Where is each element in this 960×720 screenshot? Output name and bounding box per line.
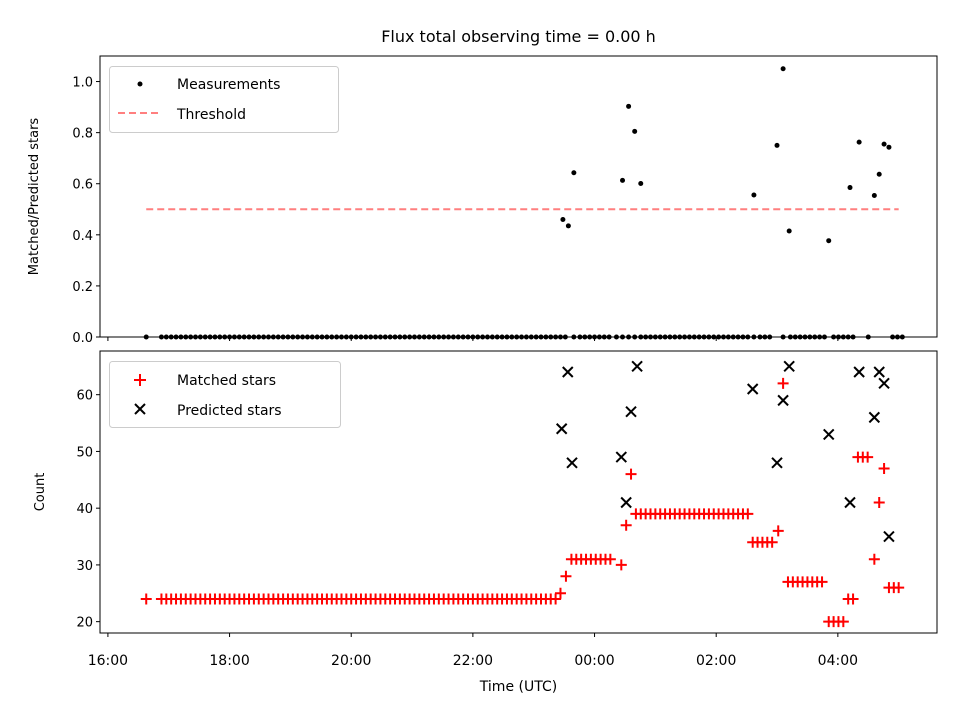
matched-star-point [766,536,778,548]
legend-matched-label: Matched stars [177,373,276,389]
matched-star-point [742,508,754,520]
legend-matched-marker [134,374,146,386]
matched-star-point [777,377,789,389]
xtick-label: 20:00 [331,653,371,669]
matched-star-point [893,582,905,594]
top-ytick-label: 0.8 [72,127,93,142]
top-legend-box [109,66,339,133]
xtick-label: 02:00 [696,653,736,669]
matched-star-point [140,593,152,605]
matched-star-point [868,553,880,565]
measurement-point [856,139,862,145]
top-axes-frame [99,55,938,338]
xtick-label: 22:00 [453,653,493,669]
bottom-ytick-label: 20 [76,616,93,631]
legend-threshold-label: Threshold [176,107,246,123]
measurement-point [560,216,566,222]
predicted-star-point [631,360,643,373]
chart-title: Flux total observing time = 0.00 h [381,27,656,46]
measurement-point [786,228,792,234]
matched-star-point [837,616,849,628]
predicted-star-point [771,457,783,469]
xtick-label: 16:00 [88,653,128,669]
matched-star-point [862,451,874,463]
legend-predicted-marker [134,403,146,415]
count-panel: 20 30 40 50 60 16:00 18:00 20:00 22:00 00:00 02:0… [33,350,938,695]
top-ytick-label: 0.2 [72,280,93,295]
bottom-y-axis-label: Count [33,473,48,512]
measurement-point [632,128,638,134]
top-ytick-label: 0.0 [72,331,93,346]
measurement-point [565,223,571,229]
measurement-point [571,170,577,176]
predicted-star-point [625,406,637,418]
matched-star-point [772,525,784,537]
bottom-ytick-label: 40 [76,502,93,517]
measurement-point [881,141,887,147]
xtick-label: 18:00 [209,653,249,669]
measurement-point [626,103,632,109]
matched-star-point [615,559,627,571]
predicted-star-point [844,496,856,509]
x-axis-label: Time (UTC) [479,679,557,695]
predicted-star-point [777,394,789,407]
predicted-star-point [823,428,835,441]
measurement-point [638,180,644,186]
matched-star-point [620,519,632,531]
predicted-star-point [562,366,574,378]
predicted-star-point [620,496,632,509]
bottom-legend-box [109,361,341,428]
legend-measurements-label: Measurements [177,77,280,93]
matched-star-point [878,462,890,474]
measurement-point [620,177,626,183]
measurement-point [876,171,882,177]
measurement-point [780,66,786,72]
predicted-star-point [878,377,890,390]
legend-measurements-marker [137,81,143,87]
matched-star-point [560,570,572,582]
top-ytick-label: 1.0 [72,76,93,91]
top-legend: Measurements Threshold [109,66,339,133]
predicted-star-point [746,383,759,395]
matched-star-point [604,553,616,565]
predicted-star-point [868,411,881,424]
bottom-ytick-label: 50 [76,445,93,460]
matched-star-point [554,587,566,599]
predicted-star-point [853,366,865,378]
measurement-point [774,142,780,148]
xtick-label: 04:00 [818,653,858,669]
matched-star-point [816,576,828,588]
bottom-axes-frame [99,350,938,634]
predicted-star-point [555,423,568,435]
measurement-point [871,192,877,198]
legend-predicted-label: Predicted stars [177,403,282,419]
predicted-star-point [615,451,628,463]
matched-star-point [625,468,637,480]
measurement-point [826,238,832,244]
top-y-axis-label: Matched/Predicted stars [27,118,42,276]
bottom-ytick-label: 60 [76,389,93,404]
top-ytick-label: 0.6 [72,178,93,193]
matched-star-point [550,593,562,605]
measurement-point [751,192,757,198]
measurement-point [847,185,853,191]
bottom-ytick-label: 30 [76,559,93,574]
bottom-legend: Matched stars Predicted stars [109,361,341,428]
xtick-label: 00:00 [574,653,614,669]
predicted-star-point [883,530,895,543]
predicted-star-point [873,366,885,378]
matched-star-point [873,496,885,508]
predicted-star-point [566,457,578,469]
measurement-point [886,144,892,150]
top-ytick-label: 0.4 [72,229,93,244]
ratio-panel: 0.0 0.2 0.4 0.6 0.8 1.0 Matched/Predicted sta… [27,55,938,346]
predicted-star-point [783,360,795,373]
matched-star-point [847,593,859,605]
